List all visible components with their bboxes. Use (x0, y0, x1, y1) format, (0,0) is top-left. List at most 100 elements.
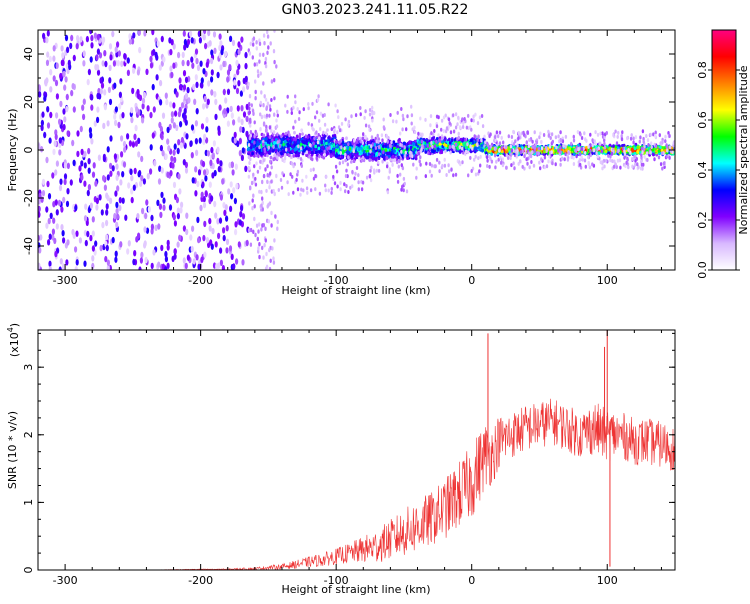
heatmap-cell (378, 145, 381, 150)
heatmap-cell (136, 69, 140, 76)
heatmap-cell (248, 161, 251, 165)
heatmap-cell (264, 128, 268, 133)
heatmap-cell (202, 196, 206, 203)
heatmap-cell (173, 248, 177, 255)
heatmap-cell (149, 111, 153, 119)
heatmap-cell (312, 141, 315, 146)
heatmap-cell (133, 133, 137, 140)
heatmap-cell (115, 201, 119, 209)
heatmap-cell (302, 188, 305, 193)
heatmap-cell (244, 165, 248, 172)
heatmap-cell (327, 102, 330, 107)
heatmap-cell (164, 266, 168, 270)
heatmap-cell (181, 59, 185, 67)
heatmap-cell (185, 212, 189, 219)
heatmap-cell (445, 173, 448, 177)
heatmap-cell (156, 199, 160, 206)
heatmap-cell (338, 128, 342, 133)
heatmap-cell (162, 204, 166, 211)
heatmap-cell (438, 160, 441, 165)
heatmap-cell (476, 121, 480, 126)
heatmap-cell (424, 174, 427, 179)
heatmap-cell (61, 263, 66, 270)
heatmap-cell (158, 203, 162, 210)
heatmap-cell (282, 142, 285, 147)
heatmap-cell (109, 54, 113, 61)
heatmap-cell (264, 97, 268, 102)
heatmap-cell (89, 56, 93, 63)
heatmap-cell (359, 139, 362, 144)
heatmap-cell (433, 129, 436, 133)
heatmap-cell (316, 98, 320, 102)
heatmap-cell (168, 37, 172, 44)
heatmap-cell (160, 244, 164, 252)
heatmap-cell (226, 120, 230, 127)
heatmap-cell (171, 255, 175, 263)
heatmap-cell (196, 64, 201, 72)
heatmap-cell (381, 159, 384, 164)
heatmap-cell (173, 220, 177, 227)
heatmap-cell (458, 125, 462, 130)
heatmap-cell (141, 103, 145, 110)
heatmap-cell (143, 91, 147, 99)
heatmap-cell (194, 190, 198, 197)
heatmap-cell (464, 137, 467, 142)
heatmap-cell (112, 60, 116, 67)
heatmap-cell (79, 125, 83, 133)
heatmap-cell (467, 173, 470, 178)
heatmap-cell (370, 165, 373, 170)
heatmap-cell (236, 105, 240, 112)
heatmap-cell (177, 51, 181, 59)
heatmap-cell (170, 117, 174, 124)
heatmap-cell (262, 81, 265, 86)
heatmap-cell (260, 203, 263, 208)
heatmap-cell (79, 36, 83, 43)
heatmap-cell (128, 33, 132, 40)
heatmap-cell (345, 136, 348, 140)
heatmap-cell (244, 62, 248, 70)
heatmap-cell (403, 145, 406, 150)
heatmap-cell (251, 151, 255, 156)
heatmap-cell (466, 142, 469, 147)
heatmap-cell (420, 139, 424, 144)
heatmap-cell (38, 143, 41, 150)
heatmap-cell (249, 123, 252, 128)
heatmap-cell (237, 48, 241, 56)
heatmap-cell (237, 80, 241, 87)
heatmap-cell (220, 48, 224, 56)
heatmap-cell (470, 118, 473, 123)
heatmap-cell (272, 130, 276, 135)
heatmap-cell (265, 251, 268, 257)
heatmap-cell (262, 174, 266, 179)
heatmap-cell (195, 149, 199, 156)
heatmap-cell (276, 155, 279, 160)
heatmap-cell (227, 188, 231, 195)
heatmap-cell (95, 204, 99, 211)
heatmap-cell (286, 180, 289, 185)
heatmap-cell (368, 140, 371, 145)
heatmap-cell (83, 229, 87, 237)
heatmap-cell (113, 212, 117, 220)
heatmap-cell (428, 169, 432, 174)
heatmap-cell (345, 168, 348, 173)
heatmap-cell (274, 214, 277, 219)
heatmap-cell (371, 156, 375, 161)
heatmap-cell (426, 140, 429, 144)
heatmap-cell (172, 149, 176, 156)
heatmap-cell (273, 153, 277, 158)
heatmap-cell (368, 174, 372, 179)
heatmap-cell (328, 145, 331, 150)
heatmap-cell (305, 174, 308, 179)
heatmap-cell (75, 43, 79, 50)
heatmap-cell (93, 120, 97, 127)
heatmap-cell (179, 121, 183, 128)
heatmap-cell (437, 133, 440, 138)
heatmap-cell (219, 64, 223, 71)
heatmap-cell (255, 40, 258, 45)
heatmap-cell (140, 155, 144, 163)
heatmap-cell (123, 53, 127, 60)
heatmap-cell (310, 150, 314, 155)
heatmap-cell (75, 230, 79, 237)
heatmap-cell (390, 140, 393, 145)
heatmap-cell (80, 148, 84, 156)
